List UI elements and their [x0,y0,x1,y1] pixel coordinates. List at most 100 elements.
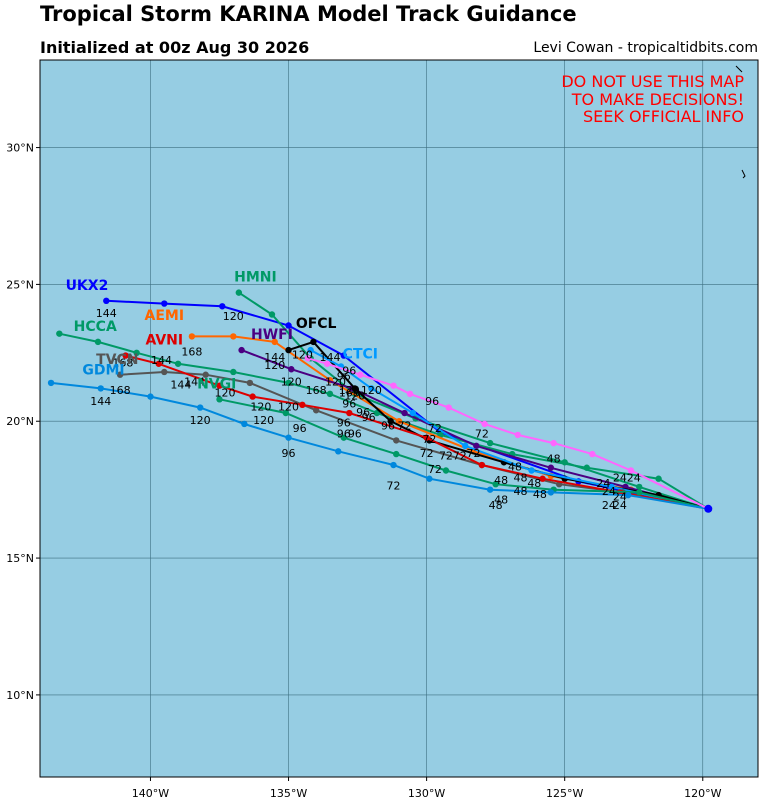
track-point [357,371,364,378]
hour-label: 144 [264,351,285,364]
track-point [335,448,342,455]
track-point [514,431,521,439]
credit-text: Levi Cowan - tropicaltidbits.com [533,40,758,56]
track-point [246,379,254,387]
hour-label: 96 [337,370,351,383]
tick-label-lon: 125°W [546,787,583,800]
hour-label: 96 [362,411,376,424]
track-point [312,407,320,414]
hour-label: 120 [223,310,244,323]
track-point [97,385,104,392]
storm-origin-point [704,504,713,513]
hour-label: 48 [514,485,528,498]
track-point [216,382,223,389]
hour-label: 96 [348,428,362,441]
model-label: CTCI [343,346,378,362]
hour-label: 24 [613,499,627,512]
track-point [304,355,312,362]
hour-label: 144 [151,354,172,367]
tick-label-lon: 135°W [270,787,307,800]
hour-label: 72 [428,463,442,476]
track-point [481,420,488,428]
hour-label: 48 [514,471,528,484]
track-point [340,352,347,359]
track-point [547,464,555,471]
warning-line-1: DO NOT USE THIS MAP [561,72,744,91]
hour-label: 72 [422,433,436,446]
hour-label: 48 [533,488,547,501]
model-label: HMNI [234,270,277,286]
track-point [368,385,375,392]
track-point [401,409,408,417]
track-point [589,450,596,458]
tick-label-lat: 25°N [6,278,34,291]
track-point [161,368,168,376]
hour-label: 120 [281,376,302,389]
track-point [188,333,196,340]
track-point [627,467,635,474]
hour-label: 120 [339,384,360,397]
track-point [103,297,110,305]
track-point [299,401,306,409]
hour-label: 72 [428,422,442,435]
track-point [285,379,292,387]
hour-label: 120 [361,384,382,397]
track-point [268,311,276,318]
track-point [216,396,223,403]
model-label: NVGI [197,376,236,392]
track-point [583,464,590,471]
hour-label: 72 [386,480,400,493]
hour-label: 120 [250,400,271,413]
hour-label: 24 [613,491,627,504]
track-point [390,382,397,389]
hour-label: 48 [547,452,561,465]
track-point [340,434,347,441]
track-point [395,418,403,425]
track-point [393,437,400,444]
model-label: UKX2 [66,278,109,294]
track-point [271,338,278,346]
hour-label: 168 [339,387,360,400]
track-point [445,404,452,411]
lat-lon-grid [40,60,758,777]
map-title: Tropical Storm KARINA Model Track Guidan… [40,2,577,26]
track-point [116,371,124,378]
model-label: GDMI [82,363,124,379]
track-point [539,475,546,482]
track-line [307,357,709,510]
hour-label: 24 [602,499,616,512]
hour-label: 144 [184,376,205,389]
track-point [47,379,55,387]
track-point [307,346,314,354]
hour-label: 24 [596,477,610,490]
track-point [486,486,494,493]
hour-label: 120 [264,359,285,372]
hour-label: 72 [475,428,489,441]
axis-ticks: 140°W 135°W 130°W 125°W 120°W 30°N 25°N 20°N 15°… [6,142,721,800]
hour-label: 120 [344,389,365,402]
model-label: AEMI [144,308,184,324]
track-point [288,366,295,373]
track-point [625,491,632,499]
hour-label: 48 [494,493,508,506]
tick-label-lat: 10°N [6,689,34,702]
tick-label-lat: 30°N [6,142,34,155]
track-point [547,489,555,496]
hour-label: 168 [112,357,133,370]
tick-label-lat: 15°N [6,552,34,565]
track-point [608,483,615,491]
track-point [462,442,469,450]
hour-label: 96 [337,417,351,430]
tick-label-lat: 20°N [6,415,34,428]
track-point [235,289,243,296]
track-point [230,368,237,376]
warning-line-3: SEEK OFFICIAL INFO [583,107,744,126]
track-point [486,439,494,447]
track-point [426,475,433,482]
hour-label: 72 [439,450,453,463]
tick-label-lon: 130°W [408,787,445,800]
track-point [147,393,154,400]
track-point [473,442,480,450]
hour-label: 24 [602,485,616,498]
hour-label: 120 [190,414,211,427]
